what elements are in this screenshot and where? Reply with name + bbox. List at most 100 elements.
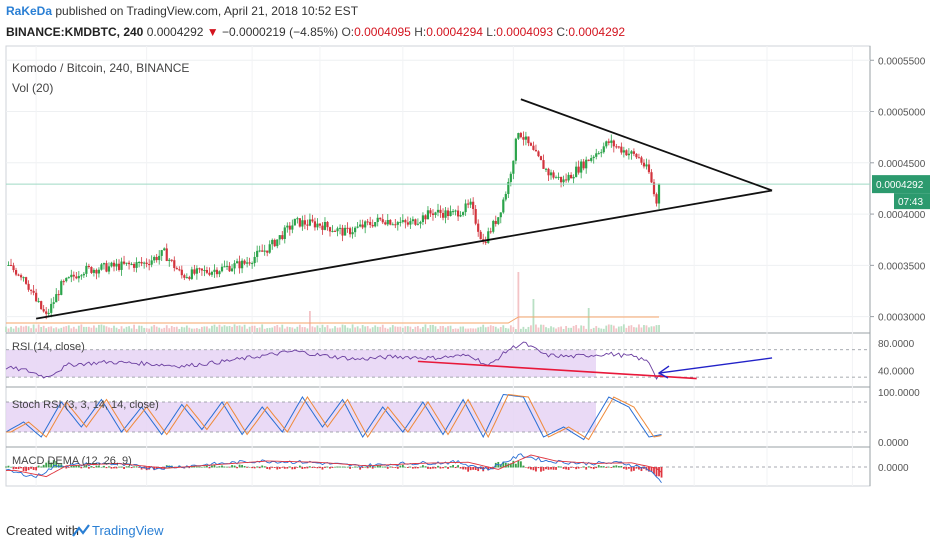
- macd-histogram-bar: [587, 466, 590, 468]
- candle-body: [436, 209, 440, 213]
- volume-bar: [40, 326, 43, 332]
- candle-body: [394, 224, 397, 226]
- volume-bar: [439, 326, 442, 332]
- chart-canvas[interactable]: Komodo / Bitcoin, 240, BINANCE Vol (20) R…: [0, 44, 932, 490]
- volume-bar: [175, 326, 178, 332]
- price-pane[interactable]: Komodo / Bitcoin, 240, BINANCE Vol (20): [5, 61, 870, 332]
- macd-histogram-bar: [376, 465, 379, 468]
- candle-body: [132, 263, 136, 268]
- candle-body: [127, 262, 131, 265]
- candle-body: [499, 212, 502, 218]
- volume-bar: [145, 328, 148, 332]
- candle-body: [620, 146, 623, 153]
- macd-histogram-bar: [459, 467, 462, 469]
- volume-bar: [376, 326, 379, 332]
- volume-bar: [273, 326, 276, 332]
- macd-histogram-bar: [560, 466, 562, 468]
- macd-histogram-bar: [527, 467, 530, 469]
- volume-bar: [592, 327, 595, 332]
- candle-body: [175, 267, 178, 270]
- volume-bar: [530, 325, 532, 332]
- candle-body: [85, 265, 88, 274]
- volume-bar: [509, 325, 512, 332]
- candle-body: [286, 225, 289, 228]
- volume-bar: [57, 328, 60, 332]
- macd-histogram-bar: [223, 466, 226, 468]
- volume-bar: [303, 327, 306, 332]
- candle-body: [640, 157, 643, 163]
- open-value: 0.0004095: [354, 25, 411, 39]
- candle-body: [326, 222, 329, 228]
- macd-histogram-bar: [55, 461, 58, 468]
- candle-body: [456, 210, 460, 217]
- macd-histogram-bar: [351, 466, 354, 468]
- candle-body: [509, 173, 512, 182]
- volume-bar: [487, 326, 490, 332]
- candle-body: [210, 271, 214, 275]
- volume-bar: [216, 326, 218, 332]
- volume-bar: [103, 325, 105, 332]
- volume-bar: [213, 324, 216, 332]
- macd-histogram-bar: [231, 465, 233, 468]
- volume-bar: [218, 324, 221, 332]
- candle-body: [303, 220, 306, 225]
- stoch-tick-label: 100.0000: [878, 388, 920, 399]
- candle-body: [414, 219, 417, 225]
- volume-bar: [7, 328, 10, 332]
- candle-body: [225, 265, 229, 267]
- tradingview-link[interactable]: TradingView: [92, 523, 164, 538]
- macd-histogram-bar: [276, 467, 279, 470]
- candle-body: [45, 311, 48, 314]
- volume-bar: [223, 325, 226, 332]
- macd-histogram-bar: [90, 466, 93, 468]
- candle-body: [444, 210, 447, 218]
- macd-histogram-bar: [590, 467, 593, 469]
- rsi-pane[interactable]: RSI (14, close): [5, 341, 870, 380]
- candle-body: [577, 166, 580, 173]
- macd-pane[interactable]: MACD DEMA (12, 26, 9): [5, 453, 870, 483]
- macd-histogram-bar: [256, 466, 259, 468]
- macd-histogram-bar: [439, 467, 442, 469]
- candle-body: [462, 212, 465, 216]
- macd-histogram-bar: [118, 466, 120, 468]
- candle-body: [178, 269, 181, 271]
- macd-histogram-bar: [394, 467, 397, 468]
- volume-bar: [261, 324, 264, 332]
- candle-body: [62, 281, 65, 283]
- macd-histogram-bar: [309, 466, 311, 468]
- macd-histogram-bar: [509, 463, 512, 468]
- candle-body: [529, 143, 533, 146]
- price-tick-label: 0.0003500: [878, 261, 926, 272]
- candle-body: [592, 156, 595, 159]
- volume-bar: [286, 326, 289, 332]
- candle-body: [183, 275, 186, 278]
- candle-body: [497, 217, 500, 224]
- candle-body: [230, 268, 234, 272]
- author-link[interactable]: RaKeDa: [6, 4, 53, 18]
- candle-body: [361, 224, 364, 228]
- macd-histogram-bar: [25, 467, 27, 472]
- macd-histogram-bar: [75, 465, 78, 468]
- macd-histogram-bar: [464, 467, 467, 470]
- symbol-label: BINANCE:KMDBTC, 240: [6, 25, 144, 39]
- macd-histogram-bar: [419, 466, 422, 468]
- candle-body: [451, 211, 455, 213]
- candle-body: [652, 182, 656, 195]
- volume-bar: [349, 328, 351, 332]
- stoch-rsi-pane[interactable]: Stoch RSI (3, 3, 14, 14, close): [5, 393, 870, 441]
- macd-histogram-bar: [213, 464, 216, 468]
- volume-bar: [291, 327, 294, 332]
- macd-histogram-bar: [248, 466, 251, 468]
- macd-histogram-bar: [502, 461, 505, 468]
- macd-histogram-bar: [542, 467, 545, 471]
- volume-bar: [547, 328, 550, 332]
- volume-bar: [173, 327, 176, 332]
- candle-body: [625, 150, 628, 156]
- candle-body: [37, 301, 40, 303]
- volume-bar: [479, 326, 482, 332]
- candle-body: [542, 160, 545, 169]
- volume-bar: [474, 328, 477, 332]
- rsi-legend: RSI (14, close): [12, 341, 85, 353]
- macd-histogram-bar: [85, 464, 88, 468]
- candle-body: [180, 269, 183, 276]
